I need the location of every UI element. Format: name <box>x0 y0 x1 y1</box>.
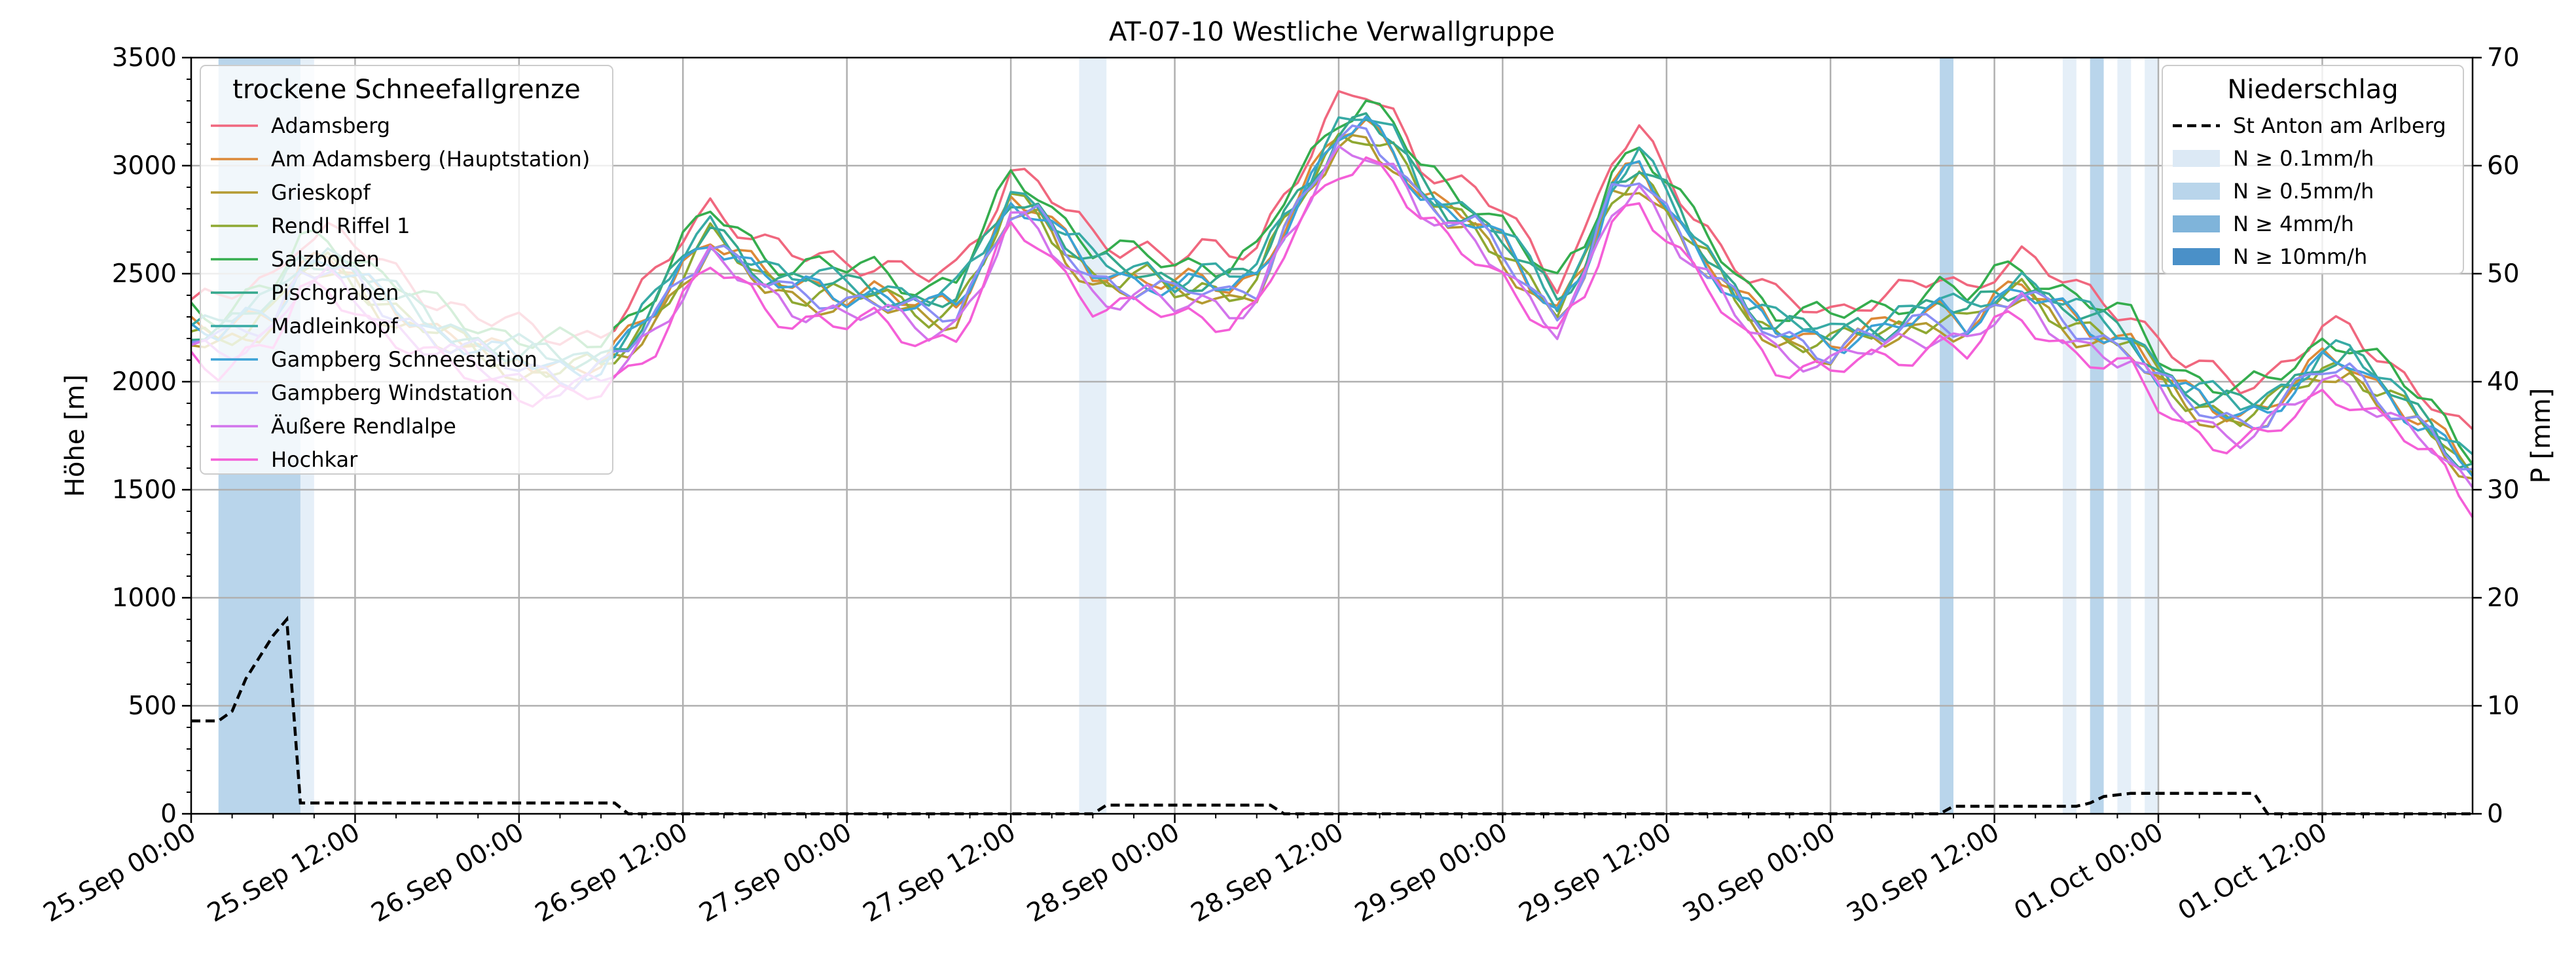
y-tick-label-right: 30 <box>2487 475 2520 505</box>
legend-right-swatch <box>2173 150 2220 167</box>
y-tick-label-left: 0 <box>160 799 177 829</box>
precip-band <box>2117 58 2132 814</box>
x-tick-label: 25.Sep 12:00 <box>202 818 365 928</box>
legend-right-swatch <box>2173 183 2220 200</box>
y-tick-label-left: 2500 <box>112 259 177 289</box>
y-tick-label-right: 70 <box>2487 43 2520 73</box>
x-tick-label: 27.Sep 00:00 <box>695 818 857 928</box>
chart-title: AT-07-10 Westliche Verwallgruppe <box>1109 17 1555 47</box>
precip-band <box>2145 58 2159 814</box>
legend-left-label: Rendl Riffel 1 <box>271 213 410 238</box>
precipitation-line <box>191 615 2473 816</box>
y-tick-label-right: 50 <box>2487 259 2520 289</box>
x-tick-label: 29.Sep 12:00 <box>1514 818 1677 928</box>
y-tick-label-right: 10 <box>2487 691 2520 721</box>
precip-band <box>2090 58 2104 814</box>
x-tick-label: 28.Sep 00:00 <box>1023 818 1185 928</box>
x-tick-label: 25.Sep 00:00 <box>39 818 201 928</box>
legend-left-box <box>200 65 613 475</box>
x-tick-label: 01.Oct 00:00 <box>2009 818 2168 926</box>
legend-left-label: Gampberg Windstation <box>271 380 513 405</box>
x-tick-label: 30.Sep 12:00 <box>1842 818 2005 928</box>
y-axis-label-left: Höhe [m] <box>60 374 90 497</box>
legend-left-label: Madleinkopf <box>271 314 399 338</box>
y-tick-label-right: 20 <box>2487 583 2520 613</box>
x-tick-label: 29.Sep 00:00 <box>1350 818 1512 928</box>
y-tick-label-right: 60 <box>2487 151 2520 181</box>
plot-frame <box>190 56 2474 815</box>
x-tick-label: 26.Sep 12:00 <box>530 818 693 928</box>
legend-right-label: N ≥ 0.5mm/h <box>2233 179 2374 204</box>
x-tick-label: 28.Sep 12:00 <box>1186 818 1349 928</box>
legend-right-swatch <box>2173 248 2220 265</box>
legend-right-label: N ≥ 0.1mm/h <box>2233 146 2374 171</box>
precip-cumulative-line <box>191 615 2473 816</box>
legend-left-label: Pischgraben <box>271 280 399 305</box>
legend-left-label: Hochkar <box>271 447 358 472</box>
precip-band <box>1079 58 1107 814</box>
y-tick-label-left: 500 <box>128 691 177 721</box>
legend-right-label: N ≥ 10mm/h <box>2233 244 2367 269</box>
y-tick-label-left: 2000 <box>112 367 177 397</box>
x-tick-label: 01.Oct 12:00 <box>2173 818 2332 926</box>
legend-right-title: Niederschlag <box>2227 75 2398 105</box>
legend-right-swatch <box>2173 215 2220 232</box>
x-tick-label: 30.Sep 00:00 <box>1678 818 1840 928</box>
y-axis-label-right: P [mm] <box>2526 388 2556 484</box>
legend-left-label: Grieskopf <box>271 180 371 205</box>
legend-left-label: Salzboden <box>271 247 380 272</box>
legend-right-label: St Anton am Arlberg <box>2233 113 2446 138</box>
legend-left-label: Gampberg Schneestation <box>271 347 537 372</box>
y-tick-label-right: 40 <box>2487 367 2520 397</box>
precip-band <box>1940 58 1954 814</box>
y-tick-label-left: 3000 <box>112 151 177 181</box>
legend-snowfall-limit: trockene Schneefallgrenze Adamsberg Am Ada… <box>200 65 613 475</box>
legend-left-title: trockene Schneefallgrenze <box>232 75 580 105</box>
precip-band <box>2062 58 2077 814</box>
y-tick-label-left: 1500 <box>112 475 177 505</box>
y-tick-label-left: 3500 <box>112 43 177 73</box>
legend-right-label: N ≥ 4mm/h <box>2233 211 2354 236</box>
legend-left-label: Äußere Rendlalpe <box>271 414 456 439</box>
legend-precipitation: Niederschlag St Anton am Arlberg N ≥ 0.1mm… <box>2162 65 2464 274</box>
legend-right-box <box>2162 65 2464 274</box>
x-tick-label: 26.Sep 00:00 <box>367 818 529 928</box>
y-tick-label-left: 1000 <box>112 583 177 613</box>
y-tick-label-right: 0 <box>2487 799 2503 829</box>
legend-left-label: Am Adamsberg (Hauptstation) <box>271 147 590 172</box>
x-tick-label: 27.Sep 12:00 <box>858 818 1021 928</box>
legend-left-label: Adamsberg <box>271 113 390 138</box>
